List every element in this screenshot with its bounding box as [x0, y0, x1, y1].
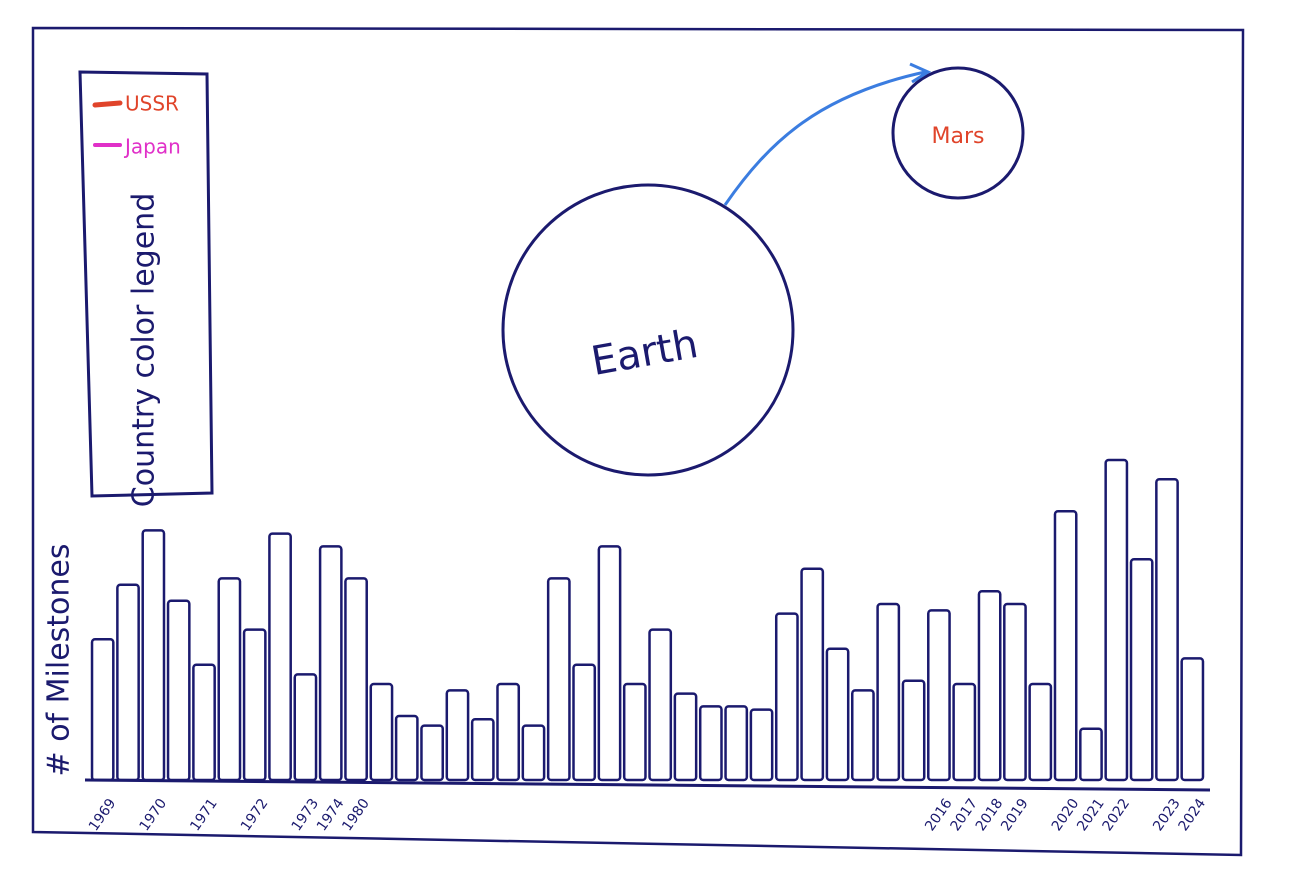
bar [242, 628, 267, 782]
legend-title: Country color legend [127, 193, 162, 507]
x-tick-label: 2019 [998, 796, 1032, 834]
bar [698, 705, 723, 782]
bar [851, 689, 875, 782]
bar [952, 682, 977, 782]
bar [927, 609, 951, 782]
bar [1155, 477, 1179, 782]
bar [318, 545, 343, 782]
x-tick-label: 1980 [339, 796, 373, 834]
bar [546, 577, 571, 782]
bar [901, 679, 926, 782]
bar [876, 602, 901, 782]
bar [445, 689, 470, 782]
legend-label: Japan [123, 135, 181, 159]
bar [496, 682, 521, 782]
bar [268, 532, 292, 782]
bar [977, 589, 1002, 782]
arrow [723, 62, 932, 206]
bar [141, 529, 166, 782]
earth-label: Earth [588, 321, 702, 385]
bar [724, 705, 749, 782]
bar [648, 628, 673, 782]
legend-box [78, 70, 214, 498]
y-axis-label: # of Milestones [42, 544, 77, 777]
bar [1180, 657, 1205, 782]
bar [369, 682, 394, 782]
bar [470, 717, 495, 782]
bar [344, 577, 368, 782]
bar [217, 577, 242, 782]
frame [31, 26, 1245, 857]
x-tick-label: 2022 [1100, 796, 1134, 834]
x-tick-label: 1971 [187, 796, 221, 834]
bar [90, 637, 115, 782]
x-tick-label: 1969 [86, 796, 120, 834]
bar [192, 663, 216, 782]
x-tick-label: 2024 [1176, 796, 1210, 834]
legend-swatch [92, 100, 123, 108]
bar [1053, 509, 1078, 782]
x-tick-label: 1970 [137, 796, 171, 834]
bar [622, 682, 647, 782]
earth [501, 183, 795, 477]
bar [749, 708, 774, 782]
bar [1028, 682, 1053, 782]
bar [293, 673, 318, 782]
bar [673, 692, 698, 782]
bar [394, 714, 419, 782]
bar [166, 599, 191, 782]
x-tick-label: 1972 [238, 796, 272, 834]
bar [1104, 458, 1129, 782]
bar [1079, 727, 1103, 782]
bar [116, 583, 140, 782]
bar [774, 612, 799, 782]
x-axis [84, 778, 1211, 792]
bar [800, 567, 825, 782]
bar [521, 724, 546, 782]
bar [572, 663, 597, 782]
mars [891, 66, 1025, 200]
bar [420, 724, 444, 782]
bar [597, 545, 622, 782]
bar [1003, 602, 1027, 782]
bar [825, 647, 850, 782]
mars-label: Mars [932, 124, 985, 149]
legend-label: USSR [125, 92, 179, 116]
bar [1129, 557, 1154, 782]
